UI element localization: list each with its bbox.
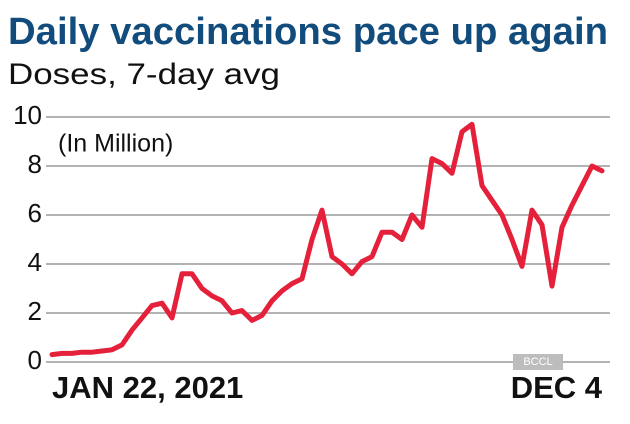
- y-tick-label: 0: [28, 345, 42, 375]
- chart-subtitle: Doses, 7-day avg: [8, 58, 280, 91]
- watermark-bg: [513, 354, 563, 370]
- watermark: BCCL: [523, 356, 552, 368]
- annotation: (In Million): [58, 130, 173, 158]
- y-tick-label: 4: [28, 247, 42, 277]
- y-tick-label: 2: [28, 296, 42, 326]
- y-tick-label: 6: [28, 198, 42, 228]
- y-tick-label: 8: [28, 149, 42, 179]
- x-tick-label: DEC 4: [511, 370, 603, 405]
- chart-title: Daily vaccinations pace up again: [8, 11, 608, 53]
- y-tick-label: 10: [13, 100, 42, 130]
- data-line: [49, 121, 605, 358]
- x-tick-label: JAN 22, 2021: [52, 370, 243, 405]
